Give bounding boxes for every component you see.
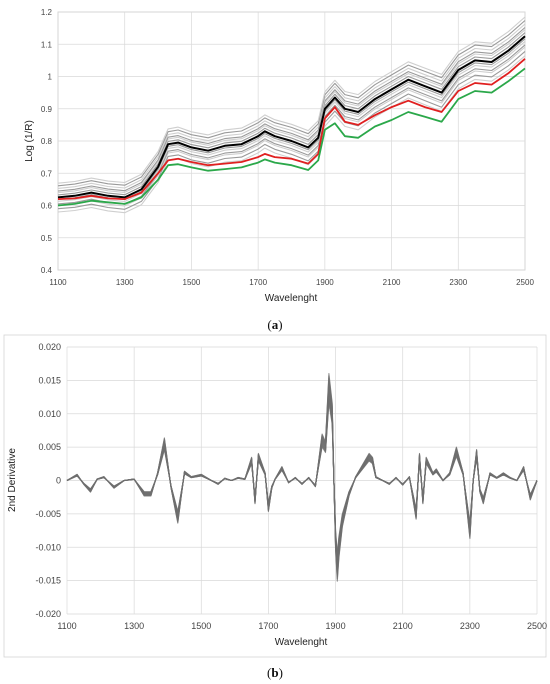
y-tick-label-b: 0.020 xyxy=(38,342,61,352)
y-tick-label-a: 0.6 xyxy=(41,202,53,211)
sample-spectrum-line xyxy=(57,23,526,189)
x-ticks-a: 1100 1300 1500 1700 1900 2100 2300 2500 xyxy=(49,278,534,287)
y-axis-label-a: Log (1/R) xyxy=(24,120,35,162)
x-tick-label-a: 1900 xyxy=(316,278,334,287)
y-axis-label-b: 2nd Derivative xyxy=(7,448,18,512)
x-tick-label-b: 1700 xyxy=(258,621,278,631)
x-tick-label-b: 2300 xyxy=(460,621,480,631)
y-tick-label-a: 1.1 xyxy=(41,40,53,49)
grid-a xyxy=(57,11,526,271)
x-ticks-b: 1100 1300 1500 1700 1900 2100 2300 2500 xyxy=(57,621,547,631)
x-tick-label-b: 1900 xyxy=(326,621,346,631)
x-tick-label-b: 2100 xyxy=(393,621,413,631)
y-tick-label-a: 0.4 xyxy=(41,266,53,275)
chart-frame-b xyxy=(3,334,547,658)
x-tick-label-b: 2500 xyxy=(527,621,547,631)
x-tick-label-a: 2100 xyxy=(383,278,401,287)
y-tick-label-b: 0 xyxy=(56,476,61,486)
highlight-green-spectrum-line xyxy=(57,67,526,207)
chart-a: 1100 1300 1500 1700 1900 2100 2300 2500 0.40.50… xyxy=(24,8,534,332)
x-tick-label-b: 1300 xyxy=(124,621,144,631)
x-tick-label-b: 1500 xyxy=(191,621,211,631)
panel-label-a: (a) xyxy=(267,317,282,332)
sample-spectrum-line xyxy=(57,16,526,184)
y-tick-label-a: 0.7 xyxy=(41,169,53,178)
highlight-red-spectrum-line xyxy=(57,58,526,200)
y-tick-label-a: 0.8 xyxy=(41,137,53,146)
y-ticks-a: 0.4 0.5 0.6 0.7 0.8 0.9 1 1.1 1.2 xyxy=(41,8,53,275)
x-axis-label-a: Wavelenght xyxy=(265,293,318,304)
y-tick-label-b: 0.015 xyxy=(38,375,61,385)
sample-spectra-b xyxy=(66,373,538,582)
y-tick-label-b: 0.005 xyxy=(38,442,61,452)
y-tick-label-b: -0.015 xyxy=(35,576,61,586)
y-tick-label-a: 1 xyxy=(48,73,53,82)
chart-b: 1100 1300 1500 1700 1900 2100 2300 2500 0.0200.… xyxy=(3,334,547,680)
x-tick-label-a: 2500 xyxy=(516,278,534,287)
x-tick-label-a: 1100 xyxy=(49,278,67,287)
x-tick-label-a: 2300 xyxy=(449,278,467,287)
sample-spectrum-line xyxy=(57,38,526,201)
x-tick-label-a: 1500 xyxy=(183,278,201,287)
y-tick-label-a: 0.5 xyxy=(41,234,53,243)
highlight-spectra-a xyxy=(57,35,526,207)
y-tick-label-a: 1.2 xyxy=(41,8,53,17)
mean-spectrum-line xyxy=(57,35,526,199)
panel-label-b: (b) xyxy=(267,665,283,680)
y-tick-label-b: -0.005 xyxy=(35,509,61,519)
sample-spectrum-line xyxy=(57,32,526,196)
derivative-spectrum-line xyxy=(66,373,538,582)
y-tick-label-b: -0.010 xyxy=(35,542,61,552)
x-tick-label-a: 1300 xyxy=(116,278,134,287)
sample-spectrum-line xyxy=(57,20,526,187)
sample-spectrum-line xyxy=(57,29,526,194)
y-tick-label-b: -0.020 xyxy=(35,609,61,619)
y-tick-label-b: 0.010 xyxy=(38,409,61,419)
y-ticks-b: 0.020 0.015 0.010 0.005 0 -0.005 -0.010 -0.015 -… xyxy=(35,342,61,619)
sample-spectrum-line xyxy=(57,50,526,210)
sample-spectrum-line xyxy=(57,27,526,192)
sample-spectrum-line xyxy=(57,44,526,205)
x-tick-label-a: 1700 xyxy=(249,278,267,287)
x-tick-label-b: 1100 xyxy=(57,621,76,631)
x-axis-label-b: Wavelenght xyxy=(275,637,328,648)
y-tick-label-a: 0.9 xyxy=(41,105,53,114)
